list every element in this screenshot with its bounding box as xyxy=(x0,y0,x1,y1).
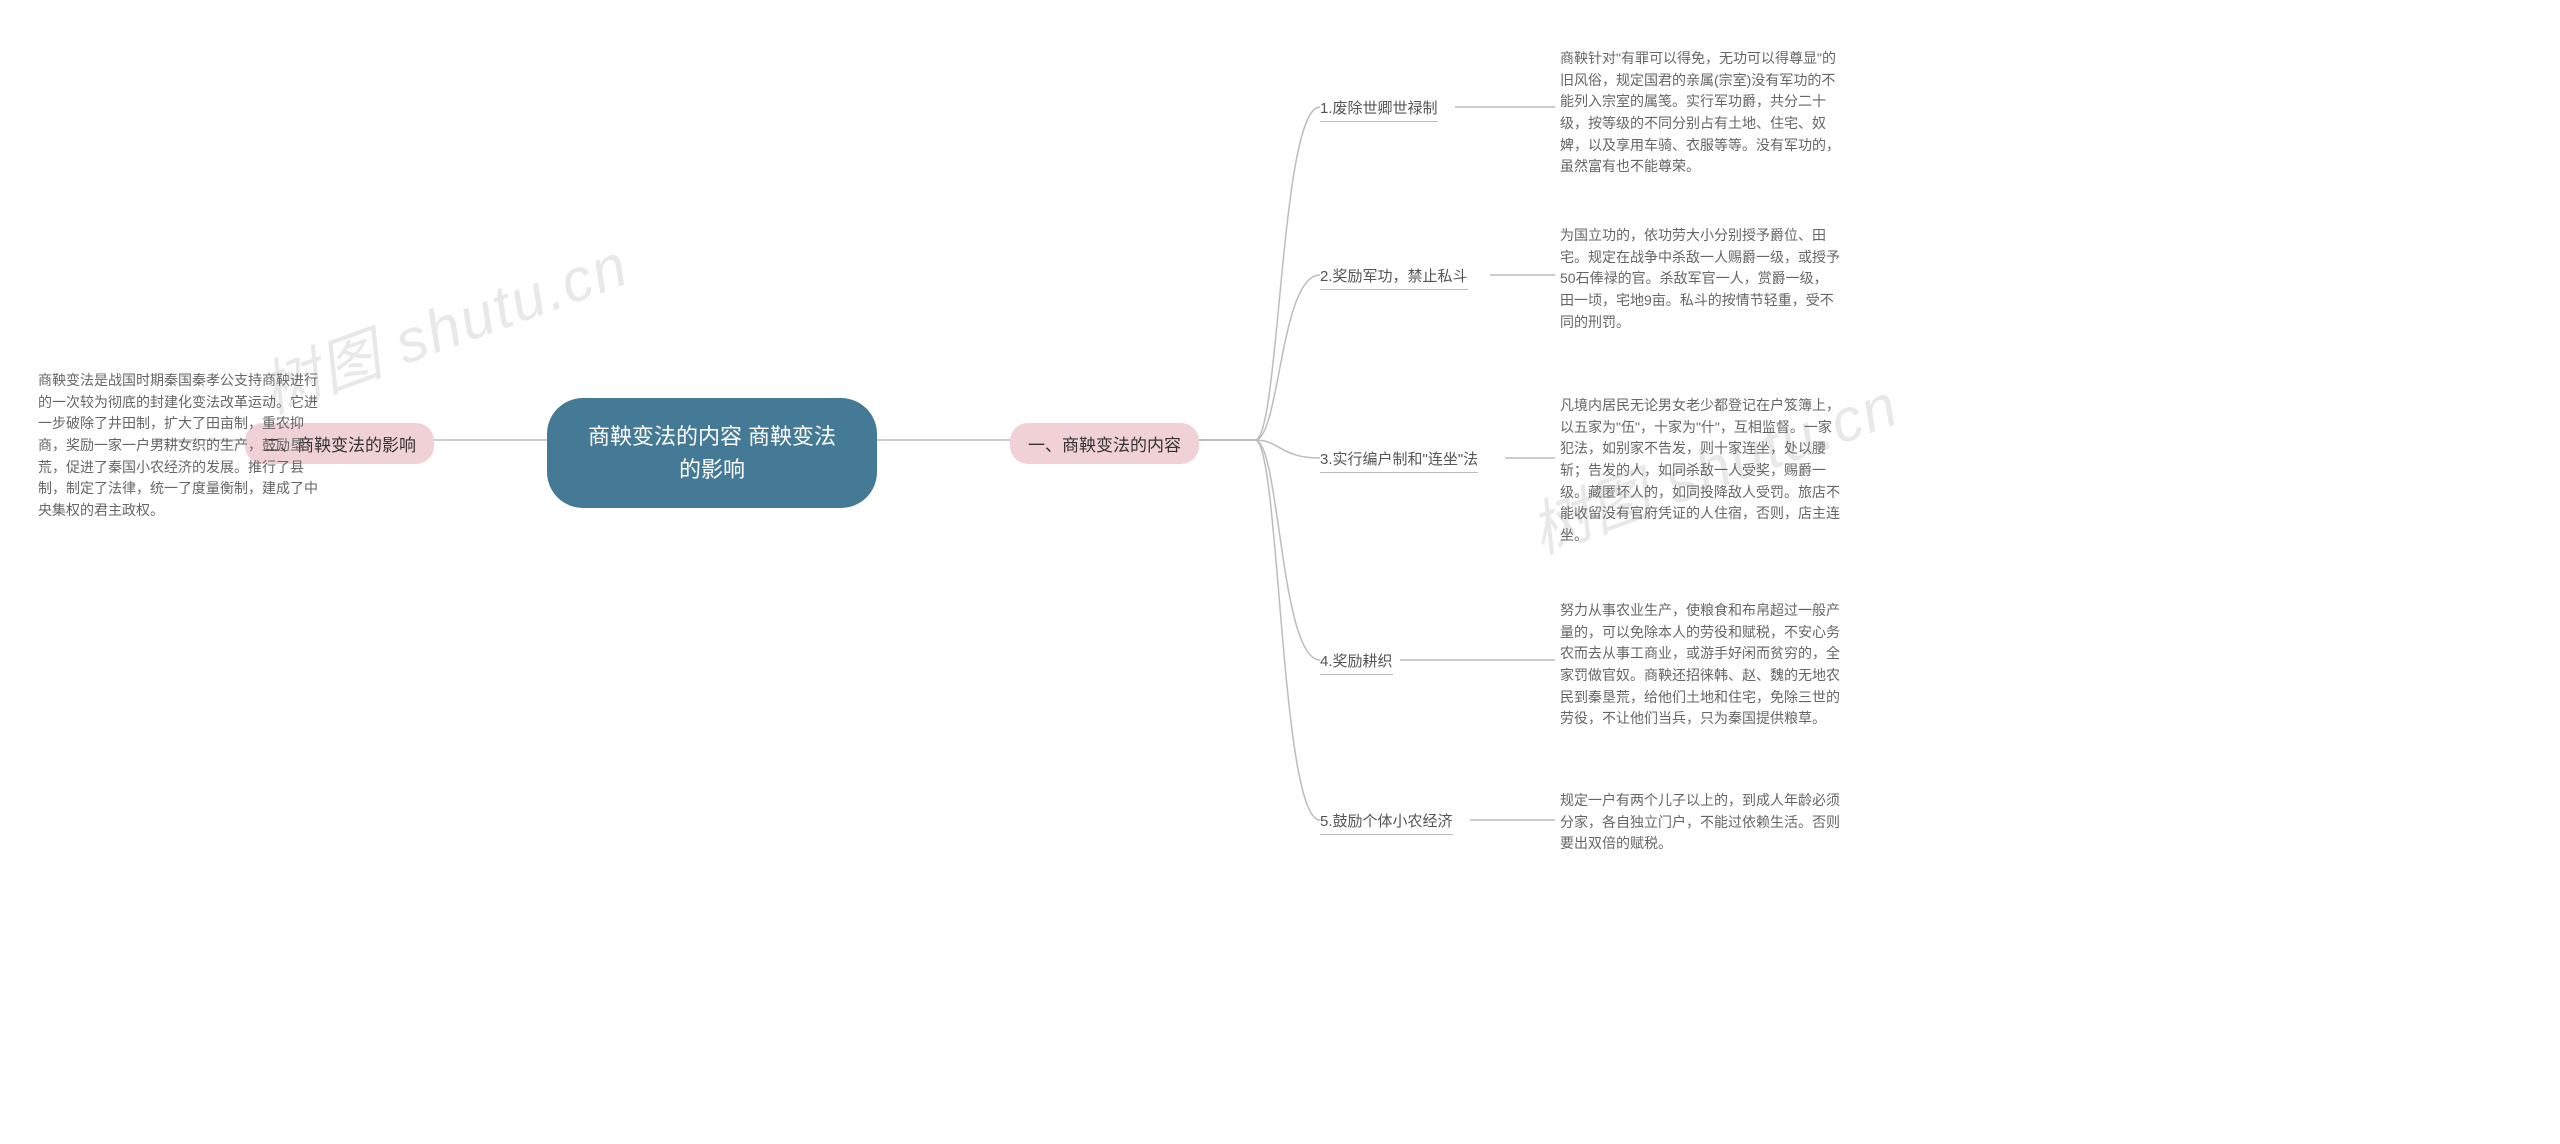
sub-3: 3.实行编户制和"连坐"法 xyxy=(1320,448,1478,473)
leaf-1: 商鞅针对"有罪可以得免，无功可以得尊显"的旧风俗，规定国君的亲属(宗室)没有军功… xyxy=(1560,48,1840,178)
sub-1: 1.废除世卿世禄制 xyxy=(1320,97,1438,122)
sub-2: 2.奖励军功，禁止私斗 xyxy=(1320,265,1468,290)
connector-lines xyxy=(0,0,2560,1144)
leaf-left: 商鞅变法是战国时期秦国秦孝公支持商鞅进行的一次较为彻底的封建化变法改革运动。它进… xyxy=(38,370,318,522)
sub-5: 5.鼓励个体小农经济 xyxy=(1320,810,1453,835)
leaf-3: 凡境内居民无论男女老少都登记在户笈簿上，以五家为"伍"，十家为"什"，互相监督。… xyxy=(1560,395,1840,547)
leaf-2: 为国立功的，依功劳大小分别授予爵位、田宅。规定在战争中杀敌一人赐爵一级，或授予5… xyxy=(1560,225,1840,333)
center-node: 商鞅变法的内容 商鞅变法的影响 xyxy=(547,398,877,508)
leaf-4: 努力从事农业生产，使粮食和布帛超过一般产量的，可以免除本人的劳役和赋税，不安心务… xyxy=(1560,600,1840,730)
leaf-5: 规定一户有两个儿子以上的，到成人年龄必须分家，各自独立门户，不能过依赖生活。否则… xyxy=(1560,790,1840,855)
branch-right: 一、商鞅变法的内容 xyxy=(1010,423,1199,464)
sub-4: 4.奖励耕织 xyxy=(1320,650,1393,675)
